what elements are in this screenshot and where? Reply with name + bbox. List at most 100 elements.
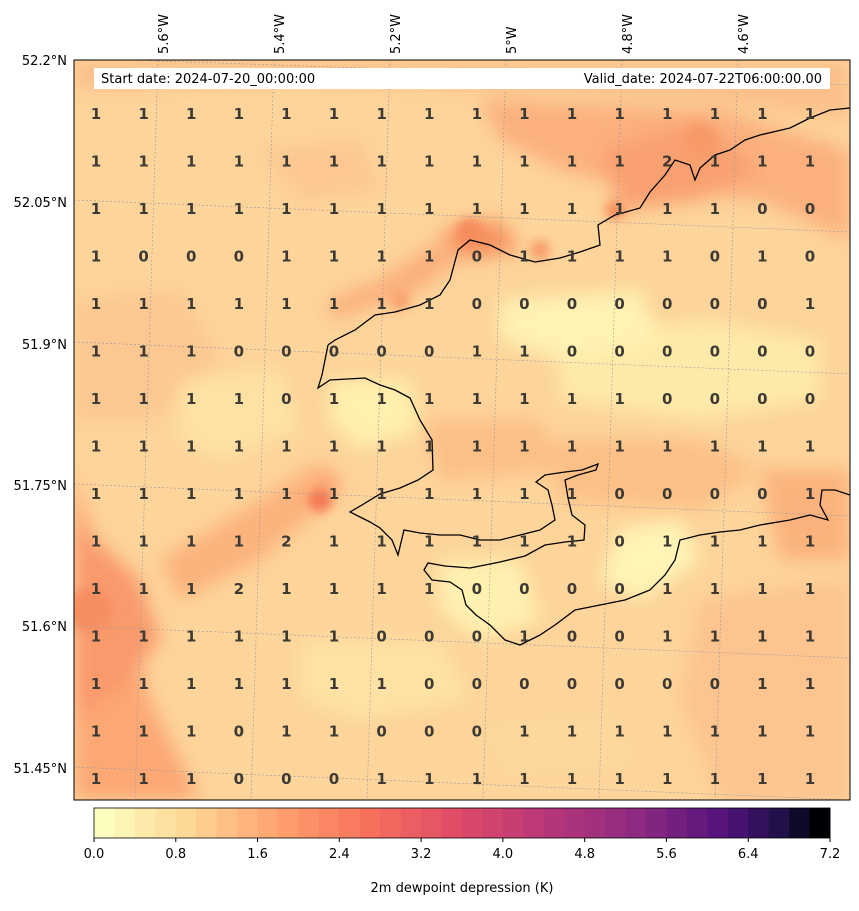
- lon-label: 4.8°W: [621, 14, 636, 54]
- grid-value: 0: [757, 390, 767, 408]
- grid-value: 1: [138, 105, 148, 123]
- grid-value: 1: [376, 580, 386, 598]
- grid-value: 0: [376, 723, 386, 741]
- colorbar-swatch: [768, 808, 790, 838]
- grid-value: 0: [424, 723, 434, 741]
- grid-value: 1: [472, 533, 482, 551]
- grid-value: 1: [138, 343, 148, 361]
- grid-value: 1: [519, 105, 529, 123]
- grid-value: 0: [281, 343, 291, 361]
- grid-value: 1: [519, 628, 529, 646]
- grid-value: 0: [710, 675, 720, 693]
- grid-value: 1: [281, 580, 291, 598]
- grid-value: 1: [424, 533, 434, 551]
- grid-value: 1: [234, 533, 244, 551]
- grid-value: 0: [662, 295, 672, 313]
- grid-value: 1: [805, 723, 815, 741]
- grid-value: 0: [472, 723, 482, 741]
- grid-value: 1: [329, 248, 339, 266]
- colorbar-tick-label: 0.8: [165, 847, 186, 862]
- grid-value: 1: [519, 153, 529, 171]
- grid-value: 1: [281, 628, 291, 646]
- colorbar-tick-label: 0.0: [84, 847, 105, 862]
- grid-value: 1: [186, 580, 196, 598]
- grid-value: 1: [281, 485, 291, 503]
- colorbar-tick-label: 3.2: [411, 847, 432, 862]
- start-date-label: Start date: 2024-07-20_00:00:00: [101, 72, 315, 87]
- grid-value: 1: [757, 153, 767, 171]
- grid-value: 1: [186, 485, 196, 503]
- grid-value: 1: [757, 580, 767, 598]
- grid-value: 1: [138, 723, 148, 741]
- colorbar-swatch: [625, 808, 647, 838]
- grid-value: 1: [805, 295, 815, 313]
- grid-value: 1: [234, 438, 244, 456]
- grid-value: 1: [234, 628, 244, 646]
- colorbar-frame: [93, 807, 831, 839]
- grid-value: 1: [138, 153, 148, 171]
- colorbar-swatch: [400, 808, 422, 838]
- grid-value: 1: [757, 248, 767, 266]
- grid-value: 1: [91, 390, 101, 408]
- grid-value: 1: [234, 390, 244, 408]
- grid-value: 1: [329, 485, 339, 503]
- grid-value: 1: [234, 295, 244, 313]
- grid-value: 0: [567, 295, 577, 313]
- lon-label: 5.6°W: [157, 14, 172, 54]
- grid-value: 1: [186, 723, 196, 741]
- grid-value: 0: [757, 295, 767, 313]
- grid-value: 1: [805, 533, 815, 551]
- grid-value: 1: [329, 438, 339, 456]
- grid-value: 1: [91, 153, 101, 171]
- grid-value: 1: [567, 438, 577, 456]
- grid-value: 1: [186, 105, 196, 123]
- grid-value-labels: 1 1 1 1 1 1 1 1 1 1 1 1 1 1 1 1 1 1 1 1 1 1 1 1 1 1 1 1 2 1 1 1 1 1 1 1 1 1 1 1…: [91, 105, 815, 788]
- colorbar-swatches: [94, 808, 831, 838]
- grid-value: 1: [376, 675, 386, 693]
- colorbar-swatch: [564, 808, 586, 838]
- grid-value: 1: [662, 200, 672, 218]
- grid-value: 1: [329, 628, 339, 646]
- grid-value: 1: [186, 153, 196, 171]
- colorbar-swatch: [155, 808, 177, 838]
- colorbar-swatch: [789, 808, 811, 838]
- grid-value: 0: [614, 580, 624, 598]
- grid-value: 1: [91, 248, 101, 266]
- grid-value: 0: [472, 295, 482, 313]
- info-box: [94, 68, 830, 89]
- colorbar-swatch: [727, 808, 749, 838]
- grid-value: 1: [757, 723, 767, 741]
- grid-value: 1: [281, 295, 291, 313]
- grid-value: 1: [710, 105, 720, 123]
- colorbar-swatch: [707, 808, 729, 838]
- grid-value: 0: [138, 248, 148, 266]
- grid-value: 1: [91, 485, 101, 503]
- grid-value: 1: [91, 580, 101, 598]
- grid-value: 1: [234, 485, 244, 503]
- colorbar-tick-label: 4.0: [493, 847, 514, 862]
- map-plot-area: 1 1 1 1 1 1 1 1 1 1 1 1 1 1 1 1 1 1 1 1 1 1 1 1 1 1 1 1 2 1 1 1 1 1 1 1 1 1 1 1…: [74, 60, 850, 800]
- grid-value: 1: [329, 295, 339, 313]
- grid-value: 1: [281, 248, 291, 266]
- grid-value: 1: [805, 675, 815, 693]
- grid-value: 1: [138, 770, 148, 788]
- grid-value: 1: [424, 580, 434, 598]
- grid-value: 1: [805, 153, 815, 171]
- grid-value: 1: [329, 580, 339, 598]
- colorbar-swatch: [94, 808, 115, 838]
- colorbar-swatch: [134, 808, 156, 838]
- grid-value: 0: [614, 343, 624, 361]
- grid-value: 0: [281, 770, 291, 788]
- grid-value: 1: [662, 580, 672, 598]
- grid-value: 0: [519, 295, 529, 313]
- grid-value: 1: [376, 200, 386, 218]
- grid-value: 1: [614, 200, 624, 218]
- grid-value: 1: [281, 153, 291, 171]
- colorbar-tick-label: 5.6: [656, 847, 677, 862]
- grid-value: 1: [376, 390, 386, 408]
- grid-value: 1: [472, 390, 482, 408]
- grid-value: 1: [567, 200, 577, 218]
- grid-value: 1: [614, 390, 624, 408]
- grid-value: 1: [662, 248, 672, 266]
